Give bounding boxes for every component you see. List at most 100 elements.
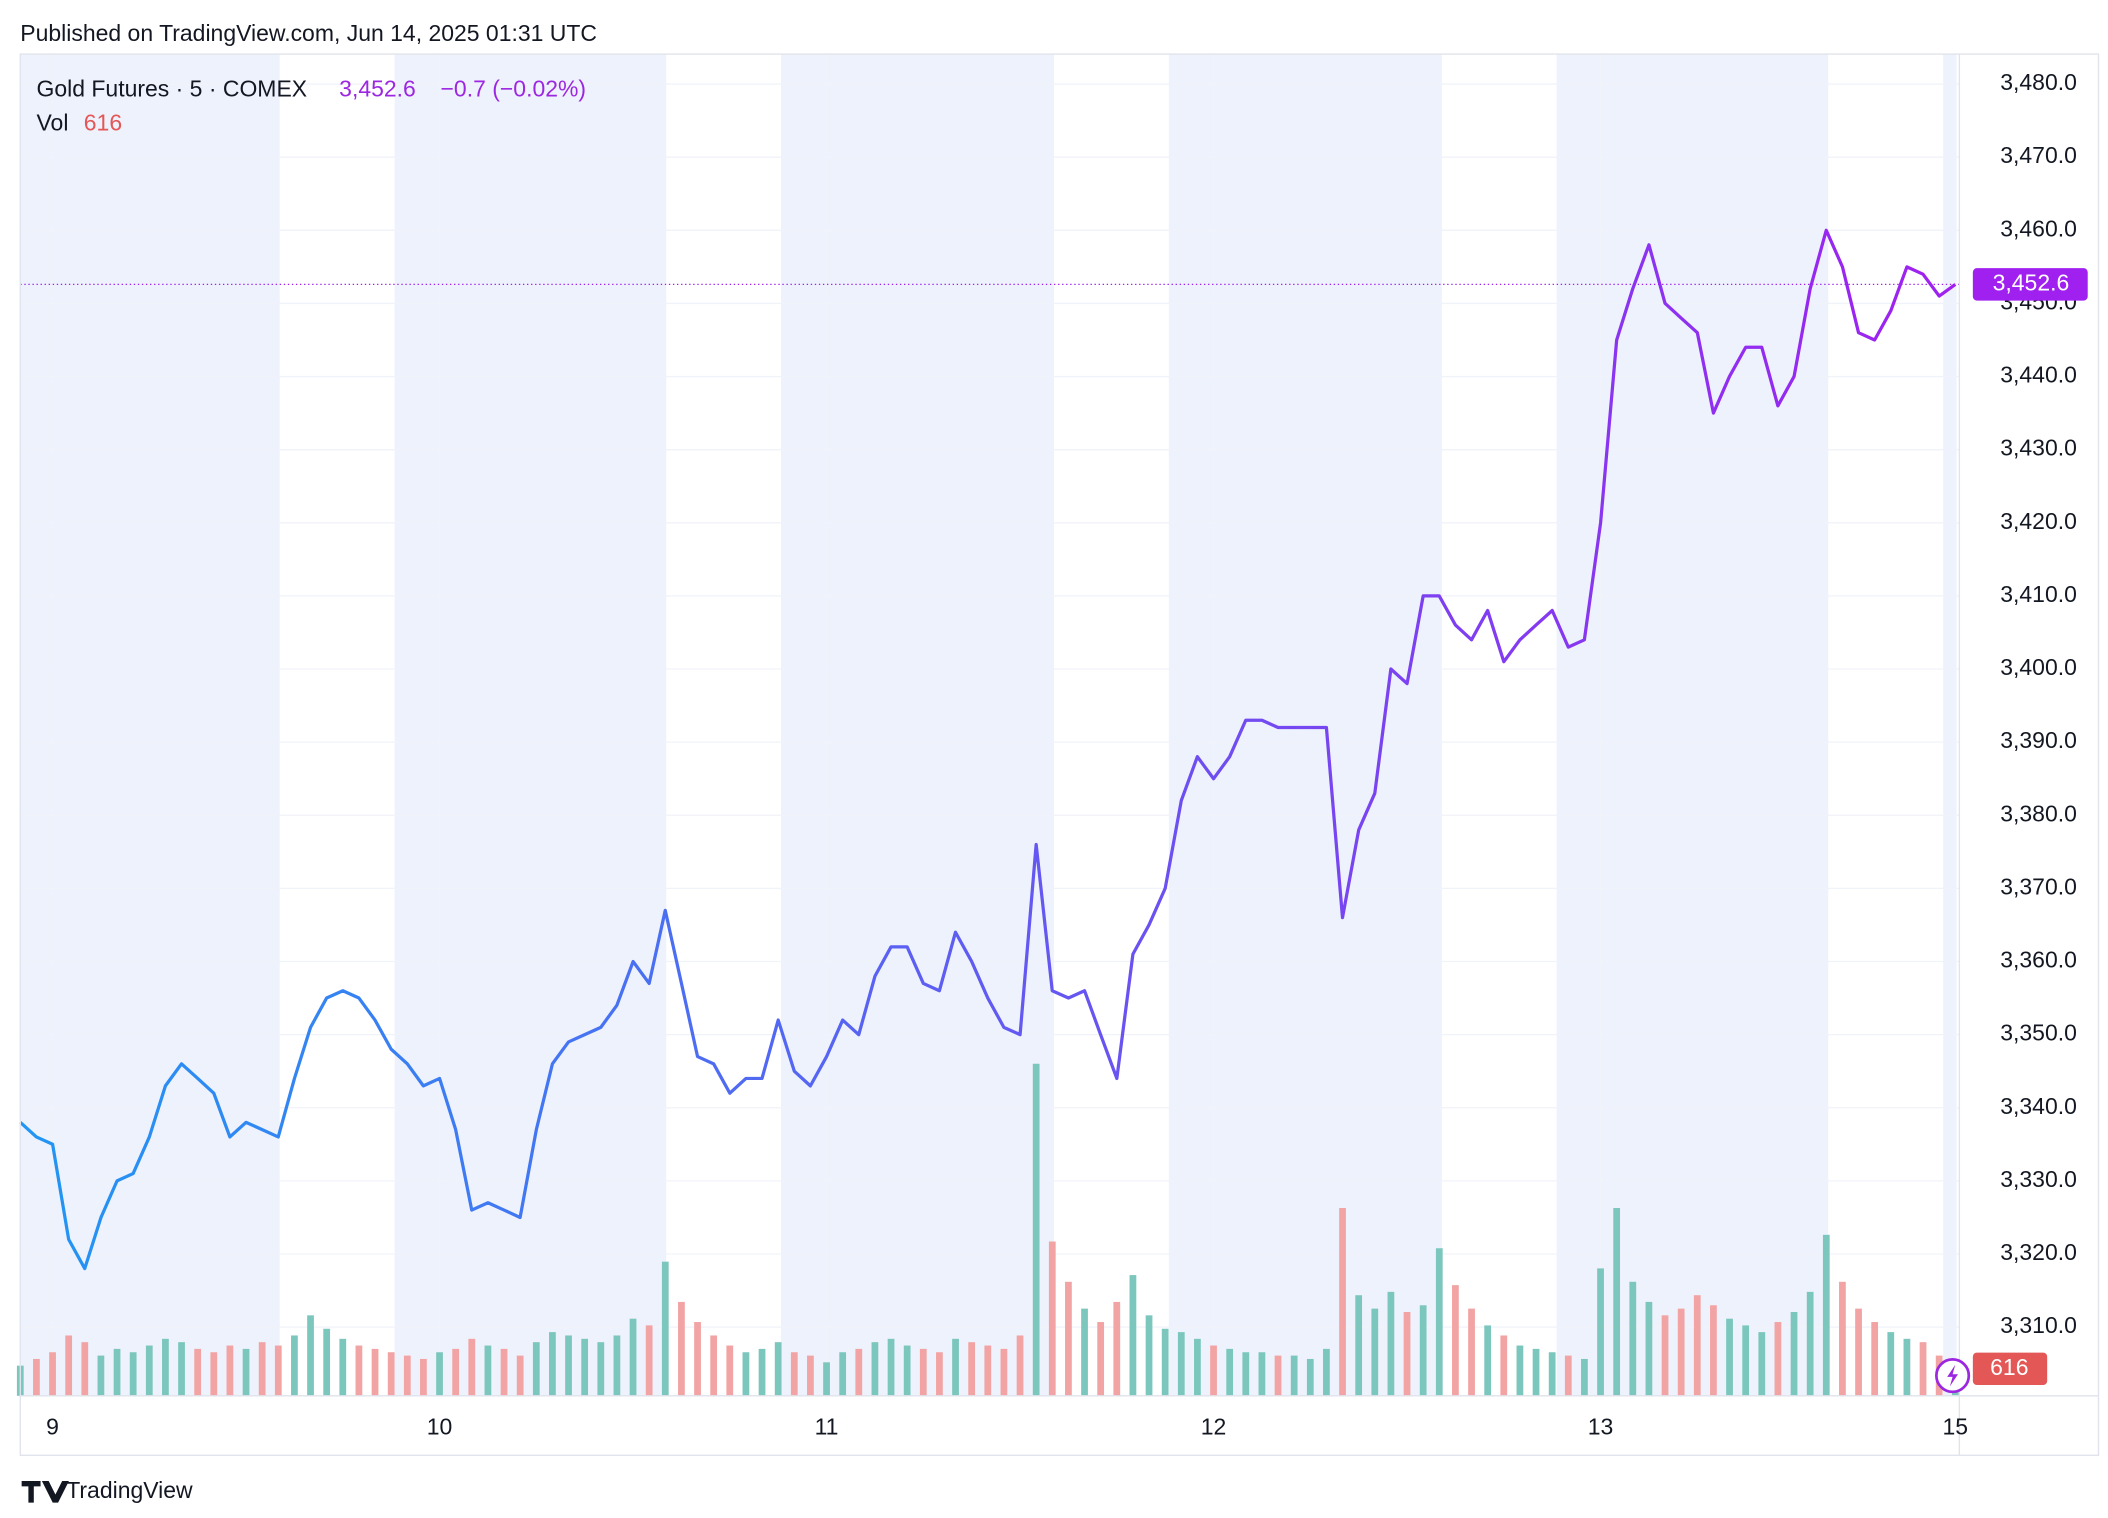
volume-bar xyxy=(1258,1352,1266,1396)
volume-bar xyxy=(162,1338,169,1396)
volume-bar xyxy=(387,1352,395,1396)
volume-bar xyxy=(420,1358,427,1396)
volume-bar xyxy=(339,1338,347,1396)
volume-bar xyxy=(1032,1063,1040,1396)
volume-bar xyxy=(1677,1308,1685,1396)
volume-bar xyxy=(1452,1285,1459,1396)
x-tick-label: 9 xyxy=(46,1413,59,1439)
volume-bar xyxy=(1177,1332,1185,1396)
brand: TradingView xyxy=(66,1477,193,1503)
volume-bar xyxy=(1065,1281,1072,1396)
volume-bar xyxy=(581,1338,589,1396)
volume-bar xyxy=(661,1261,669,1396)
volume-bar xyxy=(81,1342,89,1396)
x-tick-label: 15 xyxy=(1943,1413,1969,1439)
y-tick-label: 3,330.0 xyxy=(2000,1166,2077,1192)
volume-bar xyxy=(468,1338,476,1396)
volume-bar xyxy=(484,1345,492,1396)
vol-box xyxy=(1972,1352,2048,1386)
y-tick-label: 3,360.0 xyxy=(2000,947,2077,973)
volume-bar xyxy=(1742,1325,1750,1396)
volume-bar xyxy=(1758,1332,1766,1396)
session-band xyxy=(1168,54,1442,1396)
volume-bar xyxy=(887,1338,895,1396)
volume-bar xyxy=(65,1335,73,1396)
volume-bar xyxy=(113,1348,121,1396)
volume-bar xyxy=(1306,1358,1314,1396)
volume-bar xyxy=(1548,1352,1556,1396)
volume-bar xyxy=(1371,1308,1379,1396)
volume-bar xyxy=(645,1325,653,1396)
volume-bar xyxy=(694,1322,701,1396)
y-tick-label: 3,350.0 xyxy=(2000,1020,2077,1046)
volume-bar xyxy=(1113,1301,1121,1396)
volume-bar xyxy=(855,1348,863,1396)
volume-bar xyxy=(839,1352,847,1396)
volume-bar xyxy=(178,1342,185,1396)
volume-bar xyxy=(1564,1355,1572,1396)
volume-bar xyxy=(903,1345,911,1396)
logo: TradingView xyxy=(21,1477,193,1503)
volume-bar xyxy=(1323,1348,1330,1396)
volume-bar xyxy=(1774,1322,1782,1396)
volume-bar xyxy=(1871,1322,1879,1396)
volume-bar xyxy=(1484,1325,1492,1396)
y-tick-label: 3,380.0 xyxy=(2000,800,2077,826)
volume-bar xyxy=(1355,1295,1363,1396)
volume-bar xyxy=(774,1342,782,1396)
volume-bar xyxy=(919,1348,927,1396)
volume-bar xyxy=(1822,1234,1830,1396)
y-tick-label: 3,340.0 xyxy=(2000,1093,2077,1119)
price: 3,452.6 xyxy=(339,76,416,102)
volume-bar xyxy=(742,1352,750,1396)
y-tick-label: 3,320.0 xyxy=(2000,1239,2077,1265)
volume-bar xyxy=(549,1332,556,1396)
volume-bar xyxy=(145,1345,153,1396)
volume-bar xyxy=(1242,1352,1250,1396)
y-tick-label: 3,480.0 xyxy=(2000,69,2077,95)
y-tick-label: 3,410.0 xyxy=(2000,581,2077,607)
alert-bolt[interactable] xyxy=(1947,1364,1958,1387)
volume-bar xyxy=(936,1352,943,1396)
last-price-box xyxy=(1972,268,2088,301)
price xyxy=(19,228,1960,1271)
volume-bar xyxy=(1597,1268,1604,1396)
y-tick-label: 3,470.0 xyxy=(2000,142,2077,168)
x-tick-label: 12 xyxy=(1201,1413,1227,1439)
volume-bar xyxy=(33,1358,40,1396)
volume-bar xyxy=(1210,1345,1217,1396)
volume-bar xyxy=(678,1301,685,1396)
volume-bar xyxy=(1016,1335,1024,1396)
volume-bar xyxy=(1516,1345,1524,1396)
y-tick-label: 3,400.0 xyxy=(2000,654,2077,680)
volume-bar xyxy=(1339,1207,1346,1396)
volume-bar xyxy=(1903,1338,1911,1396)
x-tick-label: 10 xyxy=(427,1413,453,1439)
volume-bar xyxy=(1532,1348,1540,1396)
volume-bar xyxy=(1081,1308,1088,1396)
change: −0.7 (−0.02%) xyxy=(441,76,587,102)
volume-bar xyxy=(565,1335,572,1396)
y-tick-label: 3,460.0 xyxy=(2000,215,2077,241)
vol-value: 616 xyxy=(84,109,122,135)
volume-bar xyxy=(403,1355,411,1396)
volume-bar xyxy=(1806,1291,1814,1396)
y-tick-label: 3,390.0 xyxy=(2000,727,2077,753)
session-band xyxy=(20,54,280,1396)
volume-bar xyxy=(129,1352,137,1396)
volume-bar xyxy=(823,1362,830,1396)
volume-bar xyxy=(629,1318,637,1396)
x-tick-label: 13 xyxy=(1588,1413,1614,1439)
frame xyxy=(19,53,2100,1456)
alert-icon[interactable] xyxy=(1935,1358,1971,1394)
volume-bar xyxy=(291,1335,298,1396)
volume-bar xyxy=(871,1342,879,1396)
volume-bar xyxy=(1435,1248,1443,1396)
volume-bar xyxy=(1710,1305,1717,1396)
volume-bar xyxy=(532,1342,540,1396)
session-band xyxy=(394,54,667,1396)
grid xyxy=(20,54,1960,1396)
session-band xyxy=(781,54,1054,1396)
price-line xyxy=(19,228,1957,1271)
volume-bar xyxy=(726,1345,734,1396)
